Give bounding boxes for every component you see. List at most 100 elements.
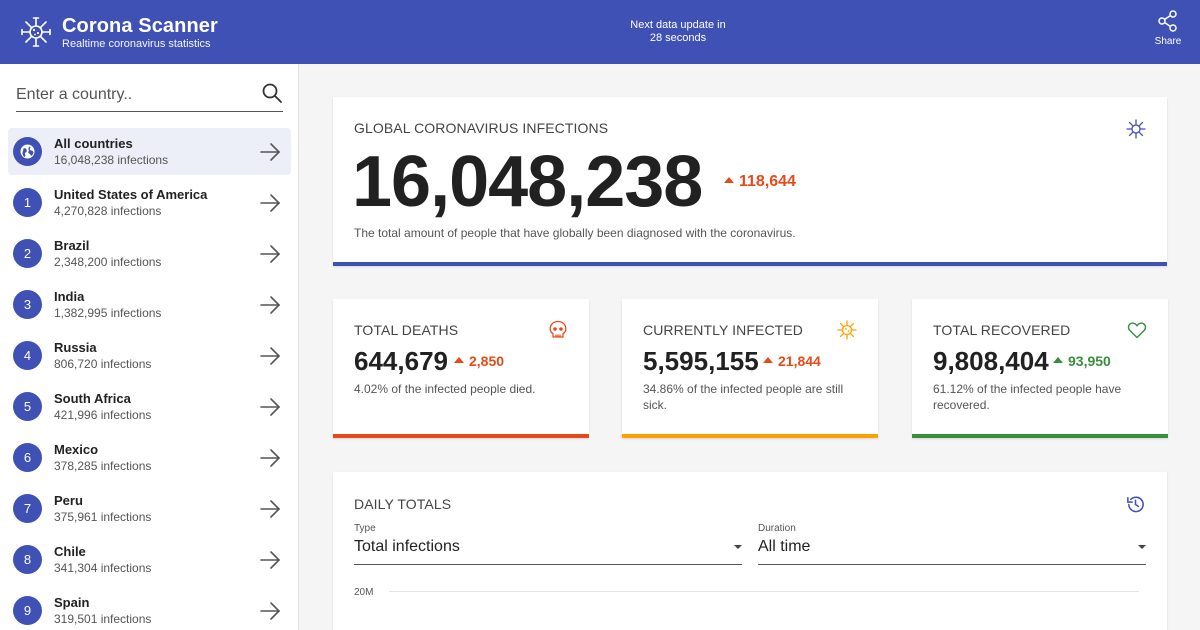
currently-infected-value: 5,595,155 [643,346,759,376]
chevron-down-icon [734,545,742,549]
global-infections-value: 16,048,238 [352,142,703,222]
country-item[interactable]: 4 Russia 806,720 infections [8,332,291,379]
search-icon[interactable] [261,82,283,104]
currently-infected-description: 34.86% of the infected people are still … [643,382,844,412]
chart-y-tick: 20M [354,587,374,598]
update-timer: Next data update in 28 seconds [578,19,778,45]
total-deaths-card: Total deaths 644,679 2,850 4.02% of the … [333,299,589,438]
country-name: Mexico [54,442,99,457]
recovered-delta-value: 93,950 [1068,353,1111,369]
arrow-right-icon [260,347,281,365]
currently-infected-label: Currently infected [643,322,803,338]
rank-badge: 1 [13,188,42,217]
country-infections: 319,501 infections [54,612,152,626]
increase-arrow-icon [454,357,464,363]
rank-badge: 4 [13,341,42,370]
global-infections-description: The total amount of people that have glo… [354,226,796,240]
country-infections: 1,382,995 infections [54,306,162,320]
country-name: Brazil [54,238,90,253]
arrow-right-icon [260,449,281,467]
type-select-label: Type [354,523,376,534]
increase-arrow-icon [724,177,734,183]
app-subtitle: Realtime coronavirus statistics [62,38,211,50]
rank-badge: 8 [13,545,42,574]
update-timer-countdown: 28 seconds [649,32,707,44]
country-item[interactable]: 5 South Africa 421,996 infections [8,383,291,430]
rank-badge: 3 [13,290,42,319]
daily-totals-card: Daily totals Type Total infections Durat… [333,472,1167,630]
country-item[interactable]: 8 Chile 341,304 infections [8,536,291,583]
increase-arrow-icon [1053,357,1063,363]
daily-totals-label: Daily totals [354,496,452,512]
rank-badge: 6 [13,443,42,472]
country-item[interactable]: 6 Mexico 378,285 infections [8,434,291,481]
country-item[interactable]: 7 Peru 375,961 infections [8,485,291,532]
arrow-right-icon [260,143,281,161]
arrow-right-icon [260,194,281,212]
rank-badge: 5 [13,392,42,421]
country-item[interactable]: 3 India 1,382,995 infections [8,281,291,328]
global-infections-label: Global coronavirus infections [354,120,609,136]
global-infections-card: Global coronavirus infections 16,048,238… [333,97,1167,266]
total-deaths-label: Total deaths [354,322,459,338]
country-infections: 4,270,828 infections [54,204,162,218]
type-select[interactable]: Type Total infections [354,523,742,565]
country-infections: 375,961 infections [54,510,152,524]
share-label: Share [1154,36,1182,47]
duration-select-value: All time [758,538,811,555]
chart-gridline [389,591,1139,592]
currently-infected-delta: 21,844 [763,353,821,369]
globe-badge [13,137,42,166]
total-recovered-value: 9,808,404 [933,346,1049,376]
global-delta-value: 118,644 [739,173,796,190]
infected-delta-value: 21,844 [778,353,821,369]
rank-badge: 9 [13,596,42,625]
country-list: All countries 16,048,238 infections 1 Un… [8,128,291,630]
global-infections-delta: 118,644 [724,173,796,191]
virus-icon [837,320,857,340]
share-icon [1158,10,1177,32]
app-header: Corona Scanner Realtime coronavirus stat… [0,0,1200,64]
total-deaths-description: 4.02% of the infected people died. [354,382,536,396]
total-recovered-delta: 93,950 [1053,353,1111,369]
virus-logo-icon [21,17,51,47]
country-search-input[interactable] [16,80,256,110]
rank-badge: 2 [13,239,42,268]
country-item[interactable]: 1 United States of America 4,270,828 inf… [8,179,291,226]
search-bar [16,80,283,112]
app-title: Corona Scanner [62,15,218,37]
history-icon[interactable] [1125,494,1146,515]
arrow-right-icon [260,500,281,518]
country-item[interactable]: 9 Spain 319,501 infections [8,587,291,630]
total-deaths-delta: 2,850 [454,353,504,369]
arrow-right-icon [260,296,281,314]
duration-select[interactable]: Duration All time [758,523,1146,565]
rank-badge: 7 [13,494,42,523]
country-name: Peru [54,493,83,508]
arrow-right-icon [260,602,281,620]
country-name: India [54,289,85,304]
country-name: South Africa [54,391,131,406]
country-name: Spain [54,595,90,610]
total-deaths-value: 644,679 [354,346,448,376]
country-item-all[interactable]: All countries 16,048,238 infections [8,128,291,175]
deaths-delta-value: 2,850 [469,353,505,369]
total-recovered-label: Total recovered [933,322,1071,338]
country-name: Chile [54,544,86,559]
country-name: Russia [54,340,97,355]
country-name: United States of America [54,187,208,202]
country-infections: 2,348,200 infections [54,255,162,269]
country-infections: 341,304 infections [54,561,152,575]
share-button[interactable]: Share [1146,10,1190,47]
arrow-right-icon [260,551,281,569]
chevron-down-icon [1138,545,1146,549]
country-infections: 421,996 infections [54,408,152,422]
country-name: All countries [54,136,133,151]
total-recovered-card: Total recovered 9,808,404 93,950 61.12% … [912,299,1168,438]
country-infections: 806,720 infections [54,357,152,371]
country-infections: 16,048,238 infections [54,153,169,167]
globe-icon [20,144,35,159]
update-timer-label: Next data update in [630,19,726,31]
total-recovered-description: 61.12% of the infected people have recov… [933,382,1122,412]
country-item[interactable]: 2 Brazil 2,348,200 infections [8,230,291,277]
